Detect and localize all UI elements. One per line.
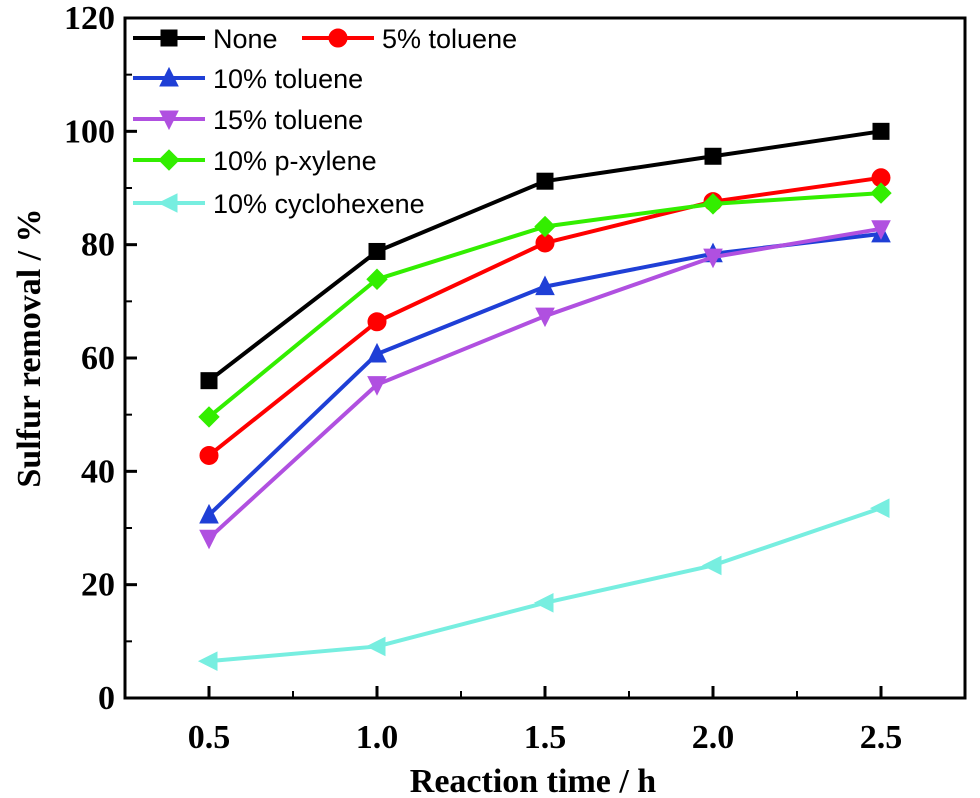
y-axis: 0 20 40 60 80 100 120 [64,0,137,717]
series-5 [197,498,890,671]
x-tick-label: 0.5 [188,719,231,756]
series-0 [200,122,890,390]
series-layer [197,122,892,671]
series-3 [199,220,891,550]
legend-marker [158,149,180,171]
series-2 [199,222,891,524]
x-tick-label: 1.5 [524,719,567,756]
data-point [368,242,386,260]
y-axis-title: Sulfur removal / % [11,208,48,487]
data-point [199,529,219,550]
legend-entry: 10% p-xylene [133,146,377,176]
legend-label: 15% toluene [213,105,363,135]
data-point [870,182,892,204]
data-point [367,312,387,332]
data-point [701,555,722,576]
data-point [367,342,387,363]
data-point [198,406,220,428]
legend: None 5% toluene 10% toluene 15% toluene 10% … [133,24,517,219]
data-point [366,268,388,290]
legend-marker [328,28,348,48]
data-point [869,498,890,518]
series-4 [198,182,892,428]
y-tick-label: 0 [98,680,115,717]
legend-label: 10% cyclohexene [213,189,425,219]
series-line [207,226,882,540]
legend-label: 10% toluene [213,64,363,94]
y-tick-label: 100 [64,113,115,150]
legend-label: 5% toluene [382,24,517,54]
y-tick-label: 20 [81,567,115,604]
legend-entry: 10% toluene [133,64,363,94]
legend-marker [157,193,178,213]
legend-entry: 5% toluene [302,24,517,54]
data-point [702,193,724,215]
data-point [533,592,554,613]
x-tick-label: 2.0 [692,719,735,756]
series-line [208,506,882,664]
y-tick-label: 60 [81,340,115,377]
data-point [367,376,387,396]
data-point [199,445,219,465]
legend-marker [160,29,178,47]
legend-entry: 10% cyclohexene [133,189,425,219]
legend-entry: 15% toluene [133,105,363,135]
legend-entry: None [133,24,278,54]
legend-marker [159,66,179,87]
data-point [535,275,555,296]
y-tick-label: 80 [81,227,115,264]
x-axis-title: Reaction time / h [410,763,657,798]
data-point [704,147,722,165]
data-point [197,651,218,671]
y-tick-label: 120 [64,0,115,37]
data-point [871,220,891,240]
legend-marker [159,110,179,131]
x-axis: 0.5 1.0 1.5 2.0 2.5 [124,686,966,756]
data-point [703,248,723,269]
data-point [536,172,554,190]
legend-label: 10% p-xylene [213,146,377,176]
data-point [200,372,218,390]
x-tick-label: 2.5 [860,719,903,756]
legend-label: None [213,24,278,54]
data-point [199,503,219,524]
data-point [534,215,556,238]
data-point [365,636,386,657]
data-point [872,122,890,140]
data-point [535,307,555,328]
x-tick-label: 1.0 [356,719,399,756]
y-tick-label: 40 [81,453,115,490]
